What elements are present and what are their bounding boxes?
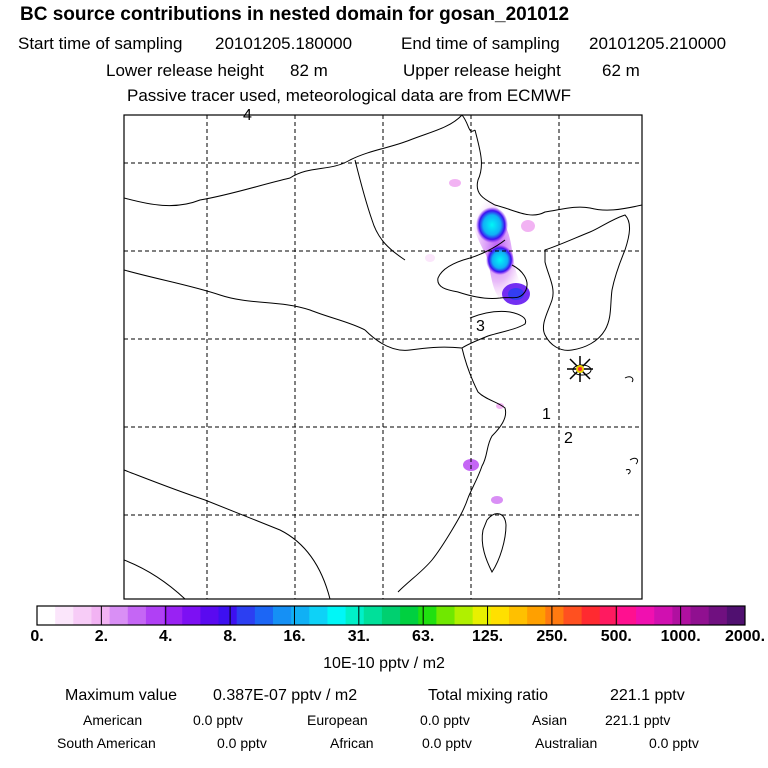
european-value: 0.0 pptv xyxy=(420,712,470,728)
colorbar-swatch xyxy=(599,606,619,625)
colorbar-swatch xyxy=(418,606,437,625)
colorbar-tick-label: 125. xyxy=(471,628,504,645)
colorbar-tick-label: 250. xyxy=(536,628,568,645)
colorbar-swatch xyxy=(672,606,692,625)
colorbar-swatch xyxy=(436,606,456,625)
colorbar-tick-label: 2. xyxy=(94,628,109,645)
colorbar-tick-label: 16. xyxy=(283,628,306,645)
map-frame xyxy=(123,114,643,600)
figure-title: BC source contributions in nested domain… xyxy=(20,4,570,25)
colorbar-frame xyxy=(36,605,746,626)
colorbar-swatch xyxy=(617,606,637,625)
region-label-2: 2 xyxy=(564,430,573,447)
colorbar-unit: 10E-10 pptv / m2 xyxy=(323,655,445,672)
colorbar-tick-label: 0. xyxy=(30,628,44,645)
total-mixing-value: 221.1 pptv xyxy=(610,687,685,704)
colorbar-swatch xyxy=(636,606,655,625)
colorbar-tick-label: 63. xyxy=(412,628,435,645)
upper-release-label: Upper release height xyxy=(403,61,561,80)
region-label-4: 4 xyxy=(243,107,252,124)
colorbar-swatch xyxy=(472,606,492,625)
colorbar-swatch xyxy=(363,606,383,625)
colorbar-tick-label: 31. xyxy=(347,628,370,645)
region-label-1: 1 xyxy=(542,406,551,423)
upper-release-value: 62 m xyxy=(602,61,640,80)
colorbar-swatch xyxy=(690,606,710,625)
colorbar-swatch xyxy=(708,606,728,625)
colorbar-tick-label: 1000. xyxy=(660,628,701,645)
colorbar-swatch xyxy=(309,606,328,625)
colorbar-swatch xyxy=(327,606,347,625)
colorbar-swatch xyxy=(400,606,419,625)
lower-release-value: 82 m xyxy=(290,61,328,80)
coastlines xyxy=(124,115,642,599)
colorbar-swatch xyxy=(563,606,583,625)
colorbar xyxy=(36,605,746,626)
colorbar-swatch xyxy=(182,606,201,625)
south-american-label: South American xyxy=(57,735,156,751)
start-time-label: Start time of sampling xyxy=(18,34,183,53)
australian-value: 0.0 pptv xyxy=(649,735,699,751)
colorbar-swatch xyxy=(654,606,673,625)
lat-lon-grid xyxy=(124,115,642,599)
colorbar-swatch xyxy=(109,606,129,625)
colorbar-swatch xyxy=(91,606,111,625)
region-label-3: 3 xyxy=(476,318,485,335)
african-label: African xyxy=(330,735,374,751)
colorbar-tick-label: 8. xyxy=(223,628,237,645)
colorbar-swatch xyxy=(291,606,310,625)
colorbar-swatch xyxy=(127,606,147,625)
colorbar-swatch xyxy=(236,606,256,625)
colorbar-swatch xyxy=(527,606,546,625)
colorbar-swatch xyxy=(345,606,365,625)
lower-release-label: Lower release height xyxy=(106,61,264,80)
colorbar-swatch xyxy=(164,606,183,625)
concentration-plume xyxy=(425,179,535,504)
american-label: American xyxy=(83,712,143,728)
asian-label: Asian xyxy=(532,712,568,728)
american-value: 0.0 pptv xyxy=(193,712,243,728)
asian-value: 221.1 pptv xyxy=(605,712,671,728)
colorbar-swatch xyxy=(381,606,401,625)
african-value: 0.0 pptv xyxy=(422,735,472,751)
end-time-value: 20101205.210000 xyxy=(589,34,727,53)
colorbar-swatch xyxy=(581,606,601,625)
colorbar-swatch xyxy=(545,606,564,625)
colorbar-swatch xyxy=(55,606,74,625)
colorbar-tick-label: 4. xyxy=(159,628,173,645)
colorbar-swatch xyxy=(273,606,292,625)
colorbar-swatch xyxy=(454,606,474,625)
colorbar-swatch xyxy=(73,606,92,625)
south-american-value: 0.0 pptv xyxy=(217,735,267,751)
colorbar-swatch xyxy=(145,606,165,625)
colorbar-swatch xyxy=(509,606,528,625)
end-time-label: End time of sampling xyxy=(401,34,560,53)
colorbar-swatch xyxy=(490,606,510,625)
australian-label: Australian xyxy=(535,735,598,751)
colorbar-swatch xyxy=(37,606,56,625)
max-value: 0.387E-07 pptv / m2 xyxy=(213,687,358,704)
gosan-receptor-star-icon xyxy=(567,356,593,382)
european-label: European xyxy=(307,712,368,728)
colorbar-swatch xyxy=(726,606,746,625)
colorbar-tick-label: 2000. xyxy=(724,628,766,645)
total-mixing-label: Total mixing ratio xyxy=(428,687,549,704)
colorbar-swatch xyxy=(254,606,274,625)
start-time-value: 20101205.180000 xyxy=(215,34,353,53)
tracer-note: Passive tracer used, meteorological data… xyxy=(127,86,572,105)
colorbar-tick-label: 500. xyxy=(600,628,632,645)
colorbar-swatch xyxy=(218,606,238,625)
max-value-label: Maximum value xyxy=(65,687,178,704)
colorbar-swatch xyxy=(200,606,220,625)
